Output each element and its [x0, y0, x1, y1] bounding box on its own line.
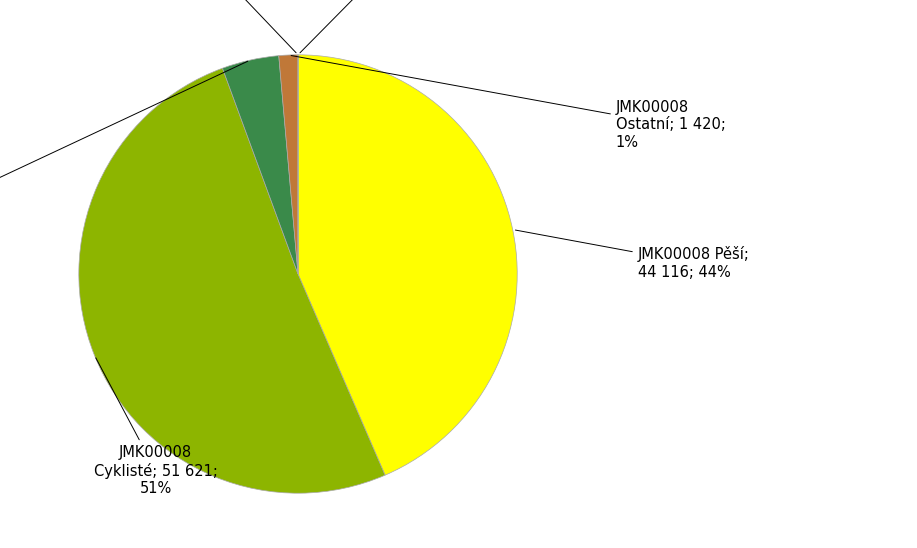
- Wedge shape: [79, 68, 385, 493]
- Text: JMK00008 In-
line; 4 259; 4%: JMK00008 In- line; 4 259; 4%: [0, 61, 248, 229]
- Wedge shape: [223, 56, 298, 274]
- Text: JMK00008 Koně;
0; 0%: JMK00008 Koně; 0; 0%: [300, 0, 471, 53]
- Text: JMK00008 Pěší;
44 116; 44%: JMK00008 Pěší; 44 116; 44%: [515, 230, 750, 279]
- Wedge shape: [298, 55, 517, 475]
- Text: JMK00008
Cyklisté; 51 621;
51%: JMK00008 Cyklisté; 51 621; 51%: [94, 358, 217, 496]
- Wedge shape: [279, 55, 298, 274]
- Text: JMK00008
Ostatní; 1 420;
1%: JMK00008 Ostatní; 1 420; 1%: [291, 55, 725, 150]
- Text: JMK00008 Auta;
0; 0%: JMK00008 Auta; 0; 0%: [120, 0, 296, 53]
